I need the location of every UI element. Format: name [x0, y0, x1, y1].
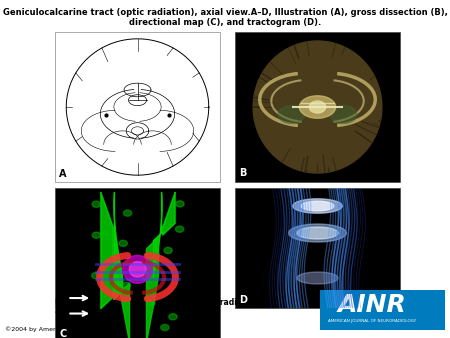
Bar [235, 32, 400, 182]
Polygon shape [278, 105, 305, 123]
Polygon shape [297, 227, 338, 239]
Text: directional map (C), and tractogram (D).: directional map (C), and tractogram (D). [129, 18, 321, 27]
Polygon shape [330, 105, 357, 123]
Text: ©2004 by American Society of Neuroradiology: ©2004 by American Society of Neuroradiol… [5, 327, 153, 332]
Polygon shape [123, 256, 153, 283]
Polygon shape [161, 324, 169, 331]
Text: C: C [59, 329, 67, 338]
Polygon shape [92, 272, 100, 279]
Polygon shape [92, 232, 100, 238]
Polygon shape [92, 201, 100, 207]
Polygon shape [142, 273, 150, 280]
Bar [55, 188, 220, 338]
Polygon shape [299, 96, 336, 118]
Text: A: A [59, 169, 66, 178]
Polygon shape [301, 201, 334, 211]
Text: Geniculocalcarine tract (optic radiation), axial view.A–D, Illustration (A), gro: Geniculocalcarine tract (optic radiation… [3, 8, 447, 17]
Polygon shape [176, 201, 184, 207]
Polygon shape [129, 262, 146, 277]
Polygon shape [293, 199, 342, 213]
Polygon shape [123, 210, 132, 216]
Polygon shape [151, 252, 159, 258]
Bar [320, 290, 445, 330]
Polygon shape [253, 41, 382, 173]
Text: Brian J. Jellison et al. AJNR Am J Neuroradiol 2004;25:356-: Brian J. Jellison et al. AJNR Am J Neuro… [55, 298, 304, 307]
Polygon shape [176, 226, 184, 232]
Polygon shape [100, 231, 108, 237]
Polygon shape [122, 282, 130, 289]
Text: 369: 369 [55, 306, 71, 315]
Text: B: B [239, 168, 247, 178]
Polygon shape [169, 314, 177, 320]
Polygon shape [147, 300, 155, 306]
Polygon shape [164, 247, 172, 254]
Bar [55, 32, 220, 182]
Polygon shape [114, 266, 122, 272]
Polygon shape [119, 240, 127, 246]
Polygon shape [297, 272, 338, 284]
Text: AINR: AINR [338, 293, 407, 317]
Text: D: D [239, 295, 247, 305]
Text: AMERICAN JOURNAL OF NEURORADIOLOGY: AMERICAN JOURNAL OF NEURORADIOLOGY [328, 319, 417, 323]
Polygon shape [288, 224, 346, 242]
Bar [235, 188, 400, 308]
Polygon shape [309, 101, 326, 113]
